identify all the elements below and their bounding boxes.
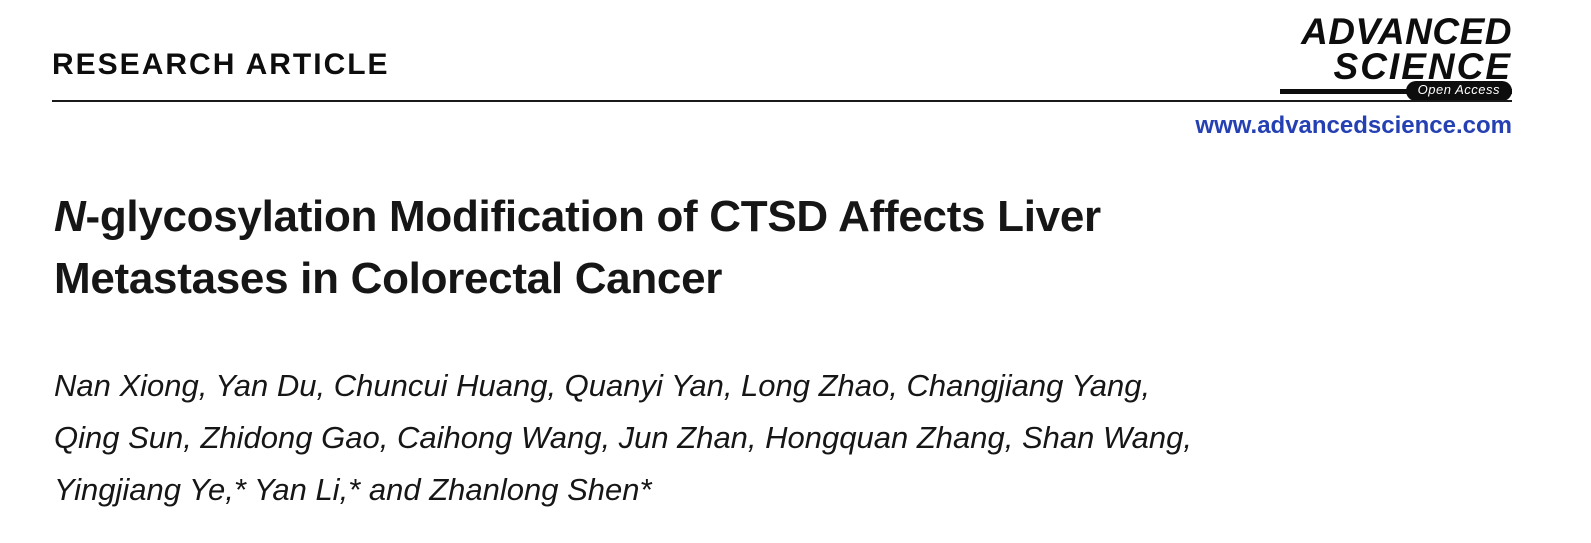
journal-website-link[interactable]: www.advancedscience.com xyxy=(1195,112,1512,139)
paper-title-line1: N-glycosylation Modification of CTSD Aff… xyxy=(54,192,1101,241)
journal-logo-science: SCIENCE xyxy=(1333,46,1512,88)
paper-title: N-glycosylation Modification of CTSD Aff… xyxy=(54,186,1101,310)
title-italic-n: N xyxy=(54,192,86,241)
paper-title-line2: Metastases in Colorectal Cancer xyxy=(54,254,723,303)
article-type-label: RESEARCH ARTICLE xyxy=(52,48,390,81)
header-divider xyxy=(52,100,1512,102)
author-list: Nan Xiong, Yan Du, Chuncui Huang, Quanyi… xyxy=(54,360,1192,516)
journal-logo-bar: Open Access xyxy=(1280,81,1512,101)
author-line-2: Qing Sun, Zhidong Gao, Caihong Wang, Jun… xyxy=(54,420,1193,455)
journal-logo: ADVANCED SCIENCE Open Access xyxy=(1280,11,1512,101)
title-line1-rest: -glycosylation Modification of CTSD Affe… xyxy=(85,192,1101,241)
open-access-badge: Open Access xyxy=(1405,81,1512,101)
author-line-3: Yingjiang Ye,* Yan Li,* and Zhanlong She… xyxy=(54,472,652,507)
journal-logo-advanced: ADVANCED xyxy=(1301,11,1512,52)
author-line-1: Nan Xiong, Yan Du, Chuncui Huang, Quanyi… xyxy=(54,368,1151,403)
